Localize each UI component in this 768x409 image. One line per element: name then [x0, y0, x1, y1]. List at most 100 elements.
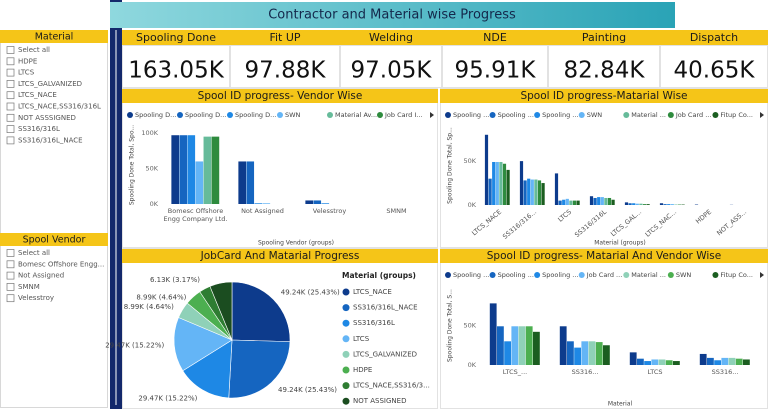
bar — [171, 135, 180, 204]
legend-marker — [712, 272, 719, 278]
checkbox[interactable] — [6, 294, 15, 303]
legend-label: Material Av... — [335, 111, 377, 119]
bar — [572, 200, 577, 205]
kpi-value: 40.65K — [674, 58, 756, 84]
legend-marker — [623, 112, 630, 118]
y-tick-label: 50K — [145, 165, 158, 173]
slicer-item[interactable]: Bomesc Offshore Engg... — [18, 260, 104, 268]
checkbox[interactable] — [6, 113, 15, 122]
slicer-item[interactable]: Not Assigned — [18, 272, 64, 280]
bar — [211, 136, 220, 204]
bar — [611, 199, 615, 205]
bar — [628, 203, 632, 205]
slicer-item[interactable]: SMNM — [18, 283, 40, 291]
slicer-item[interactable]: Velesstroy — [18, 294, 54, 302]
legend-label: LTCS_NACE — [353, 288, 392, 296]
bar — [562, 199, 566, 205]
slicer-item[interactable]: NOT ASSSIGNED — [18, 114, 76, 122]
bar — [525, 326, 533, 365]
bar — [574, 347, 581, 365]
legend-marker — [277, 112, 283, 118]
checkbox[interactable] — [6, 283, 15, 291]
y-tick-label: 0K — [150, 200, 159, 208]
legend-label: SS316/316L — [353, 319, 395, 327]
page-title: Contractor and Material wise Progress — [268, 8, 516, 23]
slicer-item[interactable]: SS316/316L_NACE — [18, 136, 83, 144]
chart-title-bar — [440, 249, 768, 263]
checkbox[interactable] — [6, 125, 15, 133]
slicer-item[interactable]: Select all — [18, 46, 50, 54]
data-label: 29.47K (15.22%) — [138, 395, 197, 403]
checkbox[interactable] — [6, 46, 15, 54]
bar — [203, 136, 212, 204]
legend-marker — [342, 335, 350, 343]
bar — [567, 341, 574, 365]
legend-marker — [342, 397, 350, 405]
x-axis-title: Spooling Vendor (groups) — [258, 240, 334, 247]
bar — [523, 180, 527, 205]
legend-label: SWN — [676, 271, 692, 279]
checkbox[interactable] — [6, 260, 15, 269]
legend-marker — [342, 382, 350, 390]
checkbox[interactable] — [6, 57, 15, 66]
legend-label: LTCS — [353, 335, 370, 343]
chart-title-bar — [440, 89, 768, 103]
bar — [658, 359, 666, 365]
bar — [635, 203, 639, 205]
bar — [489, 303, 497, 365]
slicer-item[interactable]: LTCS — [18, 69, 35, 77]
bar — [597, 197, 601, 205]
legend-label: SS316/316L_NACE — [353, 304, 418, 312]
y-tick-label: 50K — [463, 322, 476, 330]
legend-marker — [623, 272, 630, 278]
legend-marker — [489, 272, 496, 278]
bar — [699, 353, 707, 365]
kpi-card — [230, 45, 340, 88]
bar — [518, 326, 526, 365]
chart-title: Spool ID progress- Matarial And Vendor W… — [487, 250, 721, 262]
legend-marker — [342, 304, 350, 312]
checkbox[interactable] — [6, 80, 15, 88]
bar — [492, 161, 496, 205]
kpi-card — [548, 45, 660, 88]
bar — [559, 326, 567, 365]
legend-marker — [534, 272, 541, 278]
slicer-item[interactable]: Select all — [18, 249, 50, 257]
legend-marker — [127, 112, 133, 118]
bar — [629, 352, 637, 365]
slicer-item[interactable]: LTCS_NACE,SS316/316L — [18, 103, 101, 111]
x-tick-label: LTCS_... — [502, 368, 528, 376]
legend-marker — [712, 112, 719, 118]
legend-marker — [227, 112, 233, 118]
checkbox[interactable] — [6, 249, 15, 257]
bar — [506, 169, 510, 205]
x-tick-label-box: SS316... — [572, 368, 599, 376]
checkbox[interactable] — [6, 271, 15, 280]
checkbox[interactable] — [6, 68, 15, 77]
kpi-label-bar — [122, 30, 230, 45]
slicer-item[interactable]: LTCS_NACE — [18, 91, 57, 99]
legend-more — [430, 112, 434, 118]
bar — [246, 161, 255, 204]
slicer-item[interactable]: SS316/316L — [18, 125, 60, 133]
bar — [728, 357, 736, 365]
bar — [195, 161, 204, 204]
legend-label: LTCS_GALVANIZED — [353, 350, 417, 358]
slicer-item[interactable]: HDPE — [18, 57, 37, 65]
legend-label: Spooling ... — [542, 111, 578, 119]
slicer-panel — [0, 30, 108, 408]
slicer-item[interactable]: LTCS_GALVANIZED — [18, 80, 82, 88]
bar — [593, 197, 597, 205]
kpi-value: 82.84K — [564, 58, 646, 84]
bar — [673, 361, 680, 365]
kpi-value: 97.05K — [351, 58, 433, 84]
checkbox[interactable] — [6, 102, 15, 111]
legend-marker — [667, 112, 674, 118]
legend-label: Spooling ... — [498, 111, 534, 119]
legend-marker — [578, 272, 585, 278]
checkbox[interactable] — [6, 136, 15, 145]
y-tick-label: 100K — [141, 129, 158, 137]
checkbox[interactable] — [6, 91, 15, 100]
bar — [519, 161, 524, 205]
